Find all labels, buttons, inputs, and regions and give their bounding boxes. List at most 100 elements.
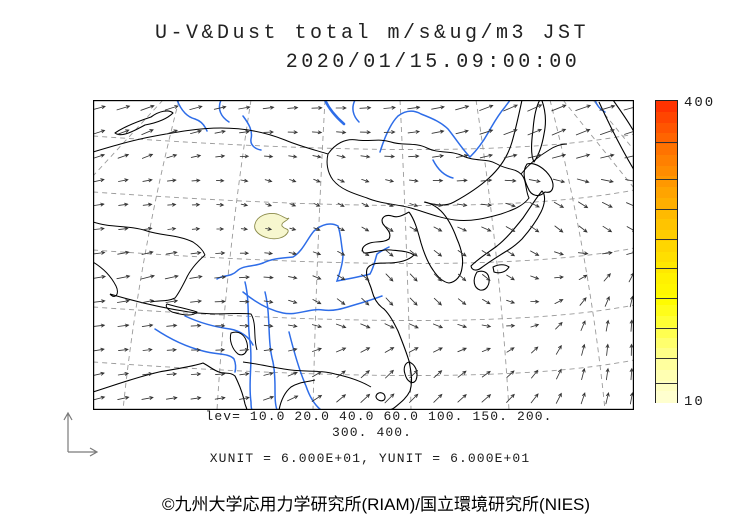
wind-arrow-field <box>93 104 634 405</box>
colorbar-tick <box>656 208 677 210</box>
country-borders <box>93 127 568 388</box>
colorbar-tick <box>656 268 677 270</box>
colorbar-tick <box>656 178 677 180</box>
dust-contour-patch <box>254 213 290 240</box>
himalaya-india-border <box>109 293 258 351</box>
colorbar-band <box>656 262 677 274</box>
colorbar <box>655 100 678 403</box>
x-axis-arrow-icon <box>68 447 99 457</box>
graticule-corner-2 <box>93 100 164 177</box>
copyright-text: ©九州大学応用力学研究所(RIAM)/国立環境研究所(NIES) <box>161 495 591 514</box>
plot-title-line1: U-V&Dust total m/s&ug/m3 JST <box>154 22 590 45</box>
dust-wind-map <box>93 100 634 410</box>
colorbar-band <box>656 111 677 123</box>
graticule-parallel-0 <box>93 133 634 150</box>
graticule-meridian-4 <box>475 100 510 410</box>
colorbar-band <box>656 101 677 113</box>
lake-balkhash <box>114 110 174 136</box>
mekong-river <box>264 291 278 410</box>
colorbar-min-label: 10 <box>684 394 705 410</box>
kuril-fragment-2 <box>612 100 634 133</box>
korea-peninsula <box>408 201 464 284</box>
coastlines <box>93 100 634 410</box>
colorbar-tick <box>656 298 677 300</box>
irtysh-river <box>176 100 208 132</box>
amur-mouth-river <box>594 100 606 113</box>
brahmaputra-river <box>184 315 254 346</box>
colorbar-band <box>656 197 677 209</box>
hokkaido-island <box>523 163 554 197</box>
colorbar-band <box>656 337 677 349</box>
colorbar-tick <box>656 358 677 360</box>
colorbar-band <box>656 380 677 392</box>
colorbar-band <box>656 240 677 252</box>
graticule-meridian-5 <box>549 100 606 410</box>
ganges-river <box>154 328 237 373</box>
colorbar-band <box>656 273 677 285</box>
hainan-island <box>375 392 386 402</box>
ob-river <box>218 100 230 123</box>
colorbar-band <box>656 251 677 263</box>
colorbar-tick <box>656 141 677 143</box>
lake-baikal <box>323 100 346 126</box>
pakistan-border <box>93 261 118 297</box>
map-border <box>93 100 634 410</box>
graticule-parallel-2 <box>93 247 634 264</box>
graticule <box>93 100 634 410</box>
colorbar-tick <box>656 383 677 385</box>
colorbar-band <box>656 122 677 134</box>
colorbar-max-label: 400 <box>684 95 716 111</box>
colorbar-band <box>656 294 677 306</box>
salween-river <box>244 281 253 410</box>
contour-levels-line1: lev= 10.0 20.0 40.0 60.0 100. 150. 200. <box>205 409 553 424</box>
central-asia-border-1 <box>93 221 206 256</box>
nepal-border <box>165 303 198 316</box>
red-river <box>288 331 322 410</box>
plot-title-line2: 2020/01/15.09:00:00 <box>285 51 581 74</box>
sungari-river <box>432 159 454 179</box>
colorbar-band <box>656 219 677 231</box>
axes-indicator <box>63 411 99 457</box>
sw-china-border <box>242 361 372 388</box>
china-coast <box>361 211 415 410</box>
colorbar-band <box>656 154 677 166</box>
colorbar-tick <box>656 238 677 240</box>
colorbar-band <box>656 391 677 403</box>
colorbar-band <box>656 176 677 188</box>
honshu-island <box>470 190 546 271</box>
taiwan-island <box>403 361 418 383</box>
central-asia-border-2 <box>150 254 206 303</box>
graticule-parallel-1 <box>93 189 634 206</box>
colorbar-band <box>656 359 677 371</box>
ili-river <box>242 115 262 151</box>
lena-river <box>352 100 360 123</box>
ne-china-border <box>520 143 568 175</box>
wind-vectors <box>93 104 634 405</box>
kuril-fragment-1 <box>598 101 634 171</box>
colorbar-band <box>656 283 677 295</box>
shikoku-island <box>492 264 510 274</box>
graticule-corner-0 <box>562 100 634 189</box>
graticule-parallel-4 <box>93 359 634 376</box>
kyushu-island <box>473 270 490 291</box>
axes-arrows <box>63 411 99 457</box>
colorbar-band <box>656 326 677 338</box>
graticule-parallel-3 <box>93 304 634 321</box>
colorbar-band <box>656 133 677 145</box>
colorbar-band <box>656 316 677 328</box>
russia-south-border <box>93 127 329 155</box>
contour-levels-line2: 300. 400. <box>331 425 413 440</box>
colorbar-band <box>656 208 677 220</box>
colorbar-band <box>656 165 677 177</box>
indochina-west-coast <box>278 379 316 410</box>
graticule-meridian-0 <box>122 100 180 410</box>
colorbar-band <box>656 305 677 317</box>
colorbar-band <box>656 187 677 199</box>
bay-of-bengal-coast <box>93 362 248 410</box>
colorbar-band <box>656 369 677 381</box>
vector-units-label: XUNIT = 6.000E+01, YUNIT = 6.000E+01 <box>209 451 531 466</box>
amur-river <box>379 100 511 159</box>
colorbar-band <box>656 144 677 156</box>
colorbar-tick <box>656 328 677 330</box>
